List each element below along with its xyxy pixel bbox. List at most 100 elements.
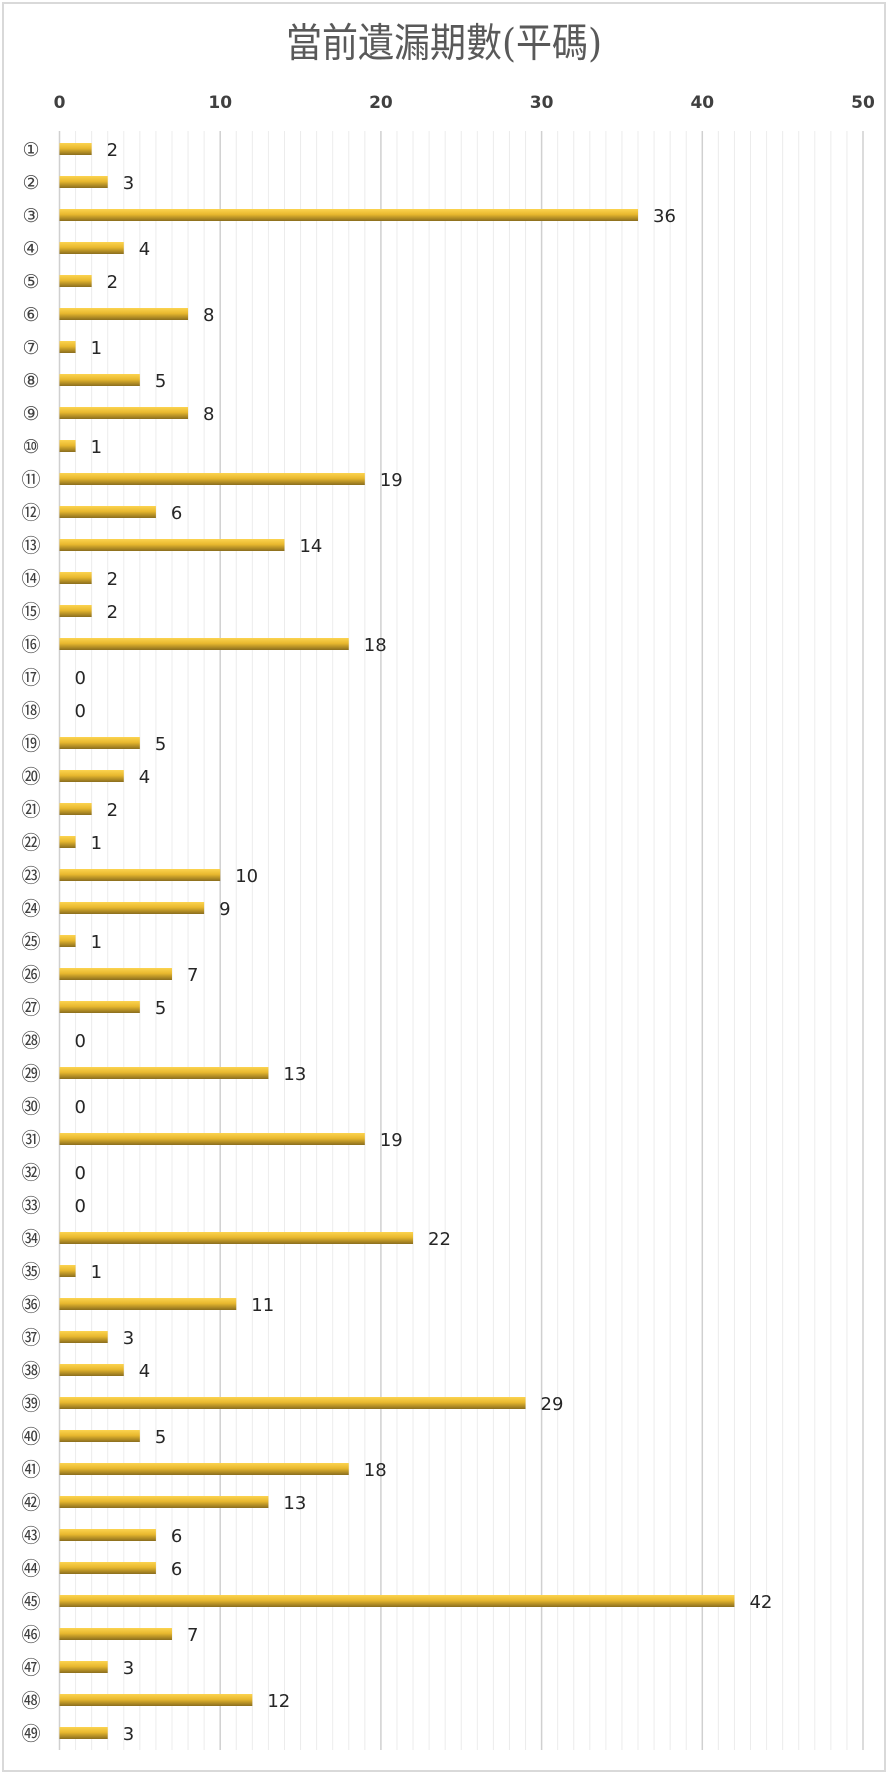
data-label: 8 xyxy=(203,305,214,326)
data-label: 0 xyxy=(75,1163,86,1184)
bar xyxy=(59,1265,76,1277)
data-label: 2 xyxy=(107,800,118,821)
category-label: ㊵ xyxy=(21,1426,40,1448)
bar xyxy=(59,770,124,782)
category-label: ⑫ xyxy=(21,502,40,524)
bar xyxy=(59,1595,735,1607)
x-tick-label: 10 xyxy=(208,93,232,113)
bar xyxy=(59,968,172,980)
bar xyxy=(59,275,92,287)
category-label: ② xyxy=(22,172,39,194)
data-label: 36 xyxy=(653,206,676,227)
data-label: 8 xyxy=(203,404,214,425)
bar xyxy=(59,869,221,881)
bar xyxy=(59,1331,108,1343)
data-label: 22 xyxy=(428,1229,451,1250)
bar xyxy=(59,209,639,221)
bar xyxy=(59,440,76,452)
data-label: 9 xyxy=(219,899,230,920)
category-label: ㉝ xyxy=(21,1195,40,1217)
data-label: 5 xyxy=(155,734,166,755)
bar xyxy=(59,1067,269,1079)
category-label: ⑪ xyxy=(21,469,40,491)
data-label: 1 xyxy=(91,437,102,458)
bar xyxy=(59,1463,349,1475)
category-label: ③ xyxy=(22,205,39,227)
data-label: 2 xyxy=(107,569,118,590)
category-label: ⑱ xyxy=(21,700,40,722)
bar xyxy=(59,605,92,617)
category-label: ⑦ xyxy=(22,337,39,359)
data-label: 3 xyxy=(123,1328,134,1349)
bar xyxy=(59,473,365,485)
bar xyxy=(59,1496,269,1508)
category-label: ㉖ xyxy=(21,964,40,986)
data-label: 0 xyxy=(75,668,86,689)
category-label: ⑥ xyxy=(22,304,39,326)
category-label: ㉞ xyxy=(21,1228,40,1250)
bar xyxy=(59,902,205,914)
category-label: ⑮ xyxy=(21,601,40,623)
data-label: 0 xyxy=(75,1031,86,1052)
data-label: 4 xyxy=(139,1361,150,1382)
x-tick-label: 0 xyxy=(54,93,66,113)
category-label: ⑳ xyxy=(21,766,40,788)
data-label: 5 xyxy=(155,1427,166,1448)
bar xyxy=(59,803,92,815)
bar xyxy=(59,506,156,518)
category-label: ⑩ xyxy=(22,436,39,458)
category-label: ㉜ xyxy=(21,1162,40,1184)
data-label: 13 xyxy=(283,1064,306,1085)
category-label: ㊻ xyxy=(21,1624,40,1646)
category-label: ㉚ xyxy=(21,1096,40,1118)
data-label: 14 xyxy=(299,536,322,557)
bar xyxy=(59,1562,156,1574)
data-label: 0 xyxy=(75,1196,86,1217)
x-tick-label: 30 xyxy=(530,93,554,113)
data-label: 29 xyxy=(541,1394,564,1415)
bar xyxy=(59,242,124,254)
bar xyxy=(59,836,76,848)
data-label: 18 xyxy=(364,1460,387,1481)
data-label: 6 xyxy=(171,1526,182,1547)
category-label: ㉕ xyxy=(21,931,40,953)
category-label: ⑰ xyxy=(21,667,40,689)
category-label: ㊱ xyxy=(21,1294,40,1316)
bar xyxy=(59,1397,526,1409)
category-label: ⑭ xyxy=(21,568,40,590)
bar xyxy=(59,539,285,551)
bar xyxy=(59,308,189,320)
data-label: 1 xyxy=(91,1262,102,1283)
data-label: 2 xyxy=(107,140,118,161)
data-label: 1 xyxy=(91,932,102,953)
category-label: ⑯ xyxy=(21,634,40,656)
category-label: ㉘ xyxy=(21,1030,40,1052)
category-label: ⑧ xyxy=(22,370,39,392)
bar xyxy=(59,143,92,155)
category-label: ㊷ xyxy=(21,1492,40,1514)
bar xyxy=(59,176,108,188)
category-label: ㊺ xyxy=(21,1591,40,1613)
bar xyxy=(59,737,140,749)
category-label: ㉒ xyxy=(21,832,40,854)
data-label: 3 xyxy=(123,173,134,194)
category-label: ㉛ xyxy=(21,1129,40,1151)
category-label: ④ xyxy=(22,238,39,260)
category-label: ㊸ xyxy=(21,1525,40,1547)
category-label: ㊶ xyxy=(21,1459,40,1481)
bar xyxy=(59,1628,172,1640)
category-label: ① xyxy=(22,139,39,161)
data-label: 6 xyxy=(171,503,182,524)
category-label: ㊹ xyxy=(21,1558,40,1580)
category-label: ㊳ xyxy=(21,1360,40,1382)
data-label: 7 xyxy=(187,965,198,986)
data-label: 18 xyxy=(364,635,387,656)
data-label: 0 xyxy=(75,701,86,722)
data-label: 13 xyxy=(283,1493,306,1514)
bar xyxy=(59,1364,124,1376)
data-label: 5 xyxy=(155,998,166,1019)
category-label: ㊼ xyxy=(21,1657,40,1679)
data-label: 4 xyxy=(139,239,150,260)
data-label: 2 xyxy=(107,272,118,293)
